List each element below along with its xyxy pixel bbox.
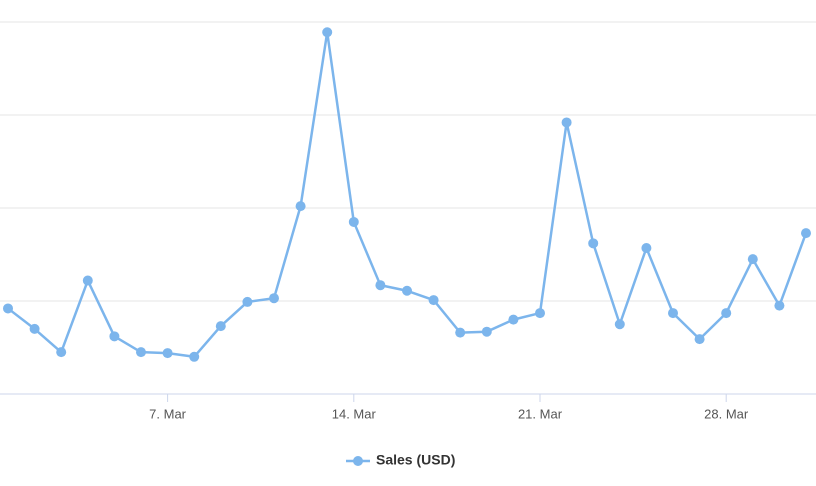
data-point xyxy=(588,238,599,249)
series-line xyxy=(7,30,808,359)
data-point xyxy=(189,351,200,362)
data-point xyxy=(295,201,306,212)
data-point xyxy=(535,308,545,319)
data-point xyxy=(322,27,333,38)
data-point xyxy=(136,347,146,358)
data-point xyxy=(402,285,412,296)
data-point xyxy=(162,348,173,359)
data-point xyxy=(269,293,279,304)
legend-symbol xyxy=(353,456,363,466)
data-point xyxy=(215,321,226,332)
data-point xyxy=(375,280,386,291)
data-point xyxy=(29,323,40,334)
legend-label: Sales (USD) xyxy=(376,452,455,468)
data-point xyxy=(508,314,519,325)
x-tick-label: 14. Mar xyxy=(332,406,377,421)
data-point xyxy=(801,228,811,239)
data-point xyxy=(774,300,785,311)
data-point xyxy=(455,327,466,338)
data-point xyxy=(481,326,492,337)
data-point xyxy=(561,117,572,128)
data-point xyxy=(348,216,359,227)
data-point xyxy=(3,303,13,314)
data-point xyxy=(56,347,67,358)
x-tick-label: 28. Mar xyxy=(704,406,749,421)
data-point xyxy=(428,295,439,306)
x-tick-label: 21. Mar xyxy=(518,406,563,421)
x-tick-label: 7. Mar xyxy=(149,406,187,421)
data-point xyxy=(82,275,93,286)
data-point xyxy=(242,296,253,307)
data-point xyxy=(721,308,732,319)
data-point xyxy=(694,334,705,345)
data-point xyxy=(668,308,678,319)
data-point xyxy=(747,254,758,265)
data-point xyxy=(614,319,625,330)
data-point xyxy=(109,331,120,342)
data-point xyxy=(641,242,652,253)
